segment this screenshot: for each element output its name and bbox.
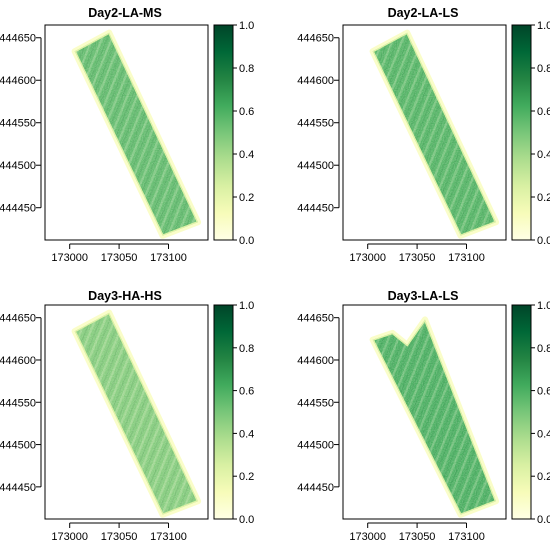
y-tick-label: 444600 (0, 355, 36, 367)
panel-title: Day3-HA-HS (88, 289, 162, 303)
y-axis: 444650 444600 444550 444500 444450 (0, 313, 42, 494)
colorbar-tick-label: 0.2 (537, 471, 550, 483)
colorbar-tick-label: 0.4 (239, 149, 254, 161)
y-tick-label: 444650 (297, 33, 334, 45)
x-axis: 173000 173050 173100 (349, 522, 485, 543)
ndvi-field-raster (71, 29, 202, 239)
colorbar-tick-label: 0.6 (537, 106, 550, 118)
x-axis: 173000 173050 173100 (51, 243, 187, 264)
map-panel-day2-la-ls: Day2-LA-LS 173000 173050 173100 4446504446… (297, 6, 550, 264)
field-texture (74, 312, 199, 515)
ndvi-field-raster (369, 316, 500, 518)
panel-title: Day2-LA-LS (388, 6, 459, 20)
colorbar-legend: 1.0 0.8 0.6 0.4 0.2 0.0 (213, 300, 254, 526)
y-tick-label: 444550 (0, 397, 36, 409)
colorbar-ramp (213, 24, 234, 241)
field-texture (372, 32, 497, 236)
y-axis: 444650 444600 444550 444500 444450 (297, 313, 340, 494)
colorbar-ramp (213, 304, 234, 520)
colorbar-tick-label: 0.0 (239, 235, 254, 247)
ndvi-field-raster (71, 309, 202, 518)
colorbar-tick-label: 0.6 (239, 106, 254, 118)
colorbar-ramp (511, 24, 532, 241)
colorbar-tick-label: 0.4 (537, 428, 550, 440)
colorbar-tick-label: 0.8 (537, 63, 550, 75)
x-tick-label: 173050 (399, 531, 436, 543)
field-border (372, 319, 497, 515)
plot-frame (342, 24, 507, 241)
colorbar-tick-label: 0.0 (537, 235, 550, 247)
y-tick-label: 444650 (297, 313, 334, 325)
x-tick-label: 173050 (101, 531, 138, 543)
x-tick-label: 173050 (399, 252, 436, 264)
x-tick-label: 173000 (349, 531, 386, 543)
y-tick-label: 444450 (0, 482, 36, 494)
y-tick-label: 444650 (0, 313, 36, 325)
x-tick-label: 173100 (448, 252, 485, 264)
y-tick-label: 444500 (0, 160, 36, 172)
x-tick-label: 173050 (101, 252, 138, 264)
colorbar-tick-label: 0.0 (239, 514, 254, 526)
panel-title: Day2-LA-MS (88, 6, 162, 20)
plot-frame (44, 24, 209, 241)
x-axis: 173000 173050 173100 (349, 243, 485, 264)
colorbar-tick-label: 0.6 (239, 386, 254, 398)
y-tick-label: 444550 (297, 397, 334, 409)
x-tick-label: 173100 (448, 531, 485, 543)
colorbar-tick-label: 0.6 (537, 386, 550, 398)
y-tick-label: 444650 (0, 33, 36, 45)
x-tick-label: 173100 (150, 531, 187, 543)
colorbar-legend: 1.0 0.8 0.6 0.4 0.2 0.0 (511, 300, 550, 526)
colorbar-tick-label: 0.2 (239, 471, 254, 483)
colorbar-legend: 1.0 0.8 0.6 0.4 0.2 0.0 (213, 20, 254, 247)
field-texture (74, 32, 199, 236)
colorbar-tick-label: 0.8 (239, 343, 254, 355)
colorbar-tick-label: 0.2 (537, 192, 550, 204)
colorbar-tick-label: 0.4 (537, 149, 550, 161)
colorbar-tick-label: 0.2 (239, 192, 254, 204)
field-texture (372, 319, 497, 515)
colorbar-ramp (511, 304, 532, 520)
x-tick-label: 173000 (51, 252, 88, 264)
y-tick-label: 444450 (297, 203, 334, 215)
y-tick-label: 444500 (0, 440, 36, 452)
y-tick-label: 444550 (0, 118, 36, 130)
y-tick-label: 444600 (0, 75, 36, 87)
x-axis: 173000 173050 173100 (51, 522, 187, 543)
x-tick-label: 173100 (150, 252, 187, 264)
map-panel-day2-la-ms: Day2-LA-MS 173000 173050 173100 4446504446… (0, 6, 254, 264)
y-tick-label: 444500 (297, 160, 334, 172)
colorbar-tick-label: 1.0 (239, 300, 254, 312)
colorbar-legend: 1.0 0.8 0.6 0.4 0.2 0.0 (511, 20, 550, 247)
x-tick-label: 173000 (349, 252, 386, 264)
y-axis: 444650 444600 444550 444500 444450 (0, 33, 42, 215)
plot-frame (44, 304, 209, 520)
y-tick-label: 444450 (297, 482, 334, 494)
y-tick-label: 444600 (297, 355, 334, 367)
panel-title: Day3-LA-LS (388, 289, 459, 303)
y-axis: 444650 444600 444550 444500 444450 (297, 33, 340, 215)
colorbar-tick-label: 0.8 (239, 63, 254, 75)
y-tick-label: 444600 (297, 75, 334, 87)
y-tick-label: 444450 (0, 203, 36, 215)
map-panel-day3-la-ls: Day3-LA-LS 173000 173050 173100 4446504446… (297, 289, 550, 543)
plot-frame (342, 304, 507, 520)
y-tick-label: 444500 (297, 440, 334, 452)
colorbar-tick-label: 1.0 (239, 20, 254, 32)
map-panel-day3-ha-hs: Day3-HA-HS 173000 173050 173100 4446504446… (0, 289, 254, 543)
colorbar-tick-label: 1.0 (537, 300, 550, 312)
ndvi-field-raster (369, 29, 500, 239)
colorbar-tick-label: 0.0 (537, 514, 550, 526)
colorbar-tick-label: 0.4 (239, 428, 254, 440)
x-tick-label: 173000 (51, 531, 88, 543)
colorbar-tick-label: 1.0 (537, 20, 550, 32)
colorbar-tick-label: 0.8 (537, 343, 550, 355)
y-tick-label: 444550 (297, 118, 334, 130)
